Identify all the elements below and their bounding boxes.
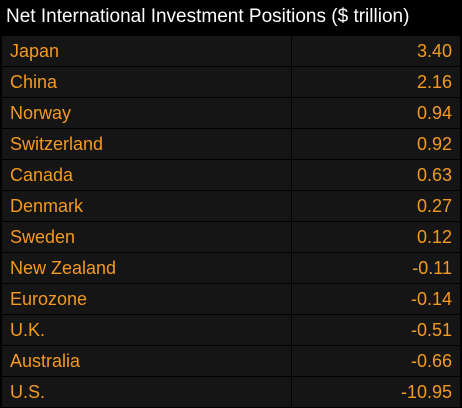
position-value: 0.27	[416, 196, 452, 216]
column-divider	[291, 315, 292, 345]
column-divider	[291, 160, 292, 190]
table-row: U.K. -0.51	[2, 315, 460, 345]
country-label: U.S.	[10, 382, 46, 402]
country-label: Australia	[10, 351, 81, 371]
column-divider	[291, 377, 292, 407]
page-title: Net International Investment Positions (…	[0, 0, 462, 34]
table-row: Denmark 0.27	[2, 191, 460, 221]
column-divider	[291, 253, 292, 283]
country-label: U.K.	[10, 320, 46, 340]
column-divider	[291, 36, 292, 66]
position-value: 0.63	[416, 165, 452, 185]
column-divider	[291, 346, 292, 376]
position-value: -0.51	[410, 320, 452, 340]
country-label: Japan	[10, 41, 60, 61]
position-value: 0.12	[416, 227, 452, 247]
position-value: -10.95	[400, 382, 452, 402]
country-label: Canada	[10, 165, 74, 185]
table-row: China 2.16	[2, 67, 460, 97]
table-row: U.S. -10.95	[2, 377, 460, 407]
position-value: -0.66	[410, 351, 452, 371]
column-divider	[291, 98, 292, 128]
position-value: 2.16	[416, 72, 452, 92]
positions-table: Japan 3.40 China 2.16 Norway 0.94 Switzerland 0…	[2, 36, 460, 407]
country-label: Denmark	[10, 196, 84, 216]
column-divider	[291, 222, 292, 252]
table-row: Canada 0.63	[2, 160, 460, 190]
country-label: Sweden	[10, 227, 76, 247]
column-divider	[291, 67, 292, 97]
position-value: 0.92	[416, 134, 452, 154]
column-divider	[291, 284, 292, 314]
position-value: -0.11	[412, 258, 452, 278]
table-row: Japan 3.40	[2, 36, 460, 66]
position-value: -0.14	[410, 289, 452, 309]
table-row: Australia -0.66	[2, 346, 460, 376]
column-divider	[291, 191, 292, 221]
country-label: Switzerland	[10, 134, 104, 154]
country-label: China	[10, 72, 58, 92]
column-divider	[291, 129, 292, 159]
table-row: Switzerland 0.92	[2, 129, 460, 159]
table-row: Sweden 0.12	[2, 222, 460, 252]
country-label: New Zealand	[10, 258, 117, 278]
country-label: Eurozone	[10, 289, 88, 309]
position-value: 3.40	[416, 41, 452, 61]
table-row: Eurozone -0.14	[2, 284, 460, 314]
table-row: New Zealand -0.11	[2, 253, 460, 283]
position-value: 0.94	[416, 103, 452, 123]
table-row: Norway 0.94	[2, 98, 460, 128]
country-label: Norway	[10, 103, 72, 123]
